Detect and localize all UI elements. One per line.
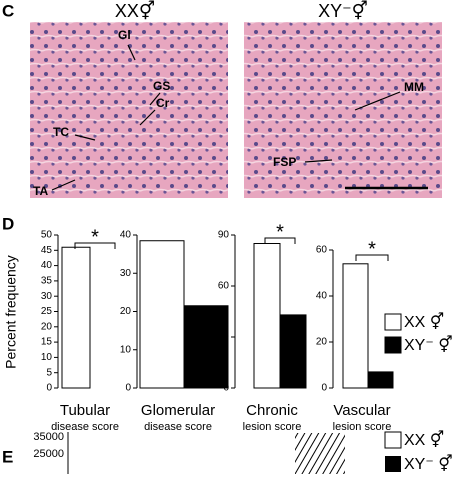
histology-image	[30, 22, 228, 198]
panel-label: C	[2, 1, 14, 20]
pointers	[51, 44, 401, 191]
y-tick-label: 0	[223, 383, 229, 394]
significance-bracket	[264, 237, 296, 244]
y-tick-label: 0	[46, 383, 52, 394]
y-tick-label: 40	[41, 260, 53, 271]
legend-label: XX ⚥	[404, 312, 444, 331]
y-tick-label: 25	[41, 306, 53, 317]
y-tick-label: 25000	[33, 448, 64, 460]
legend-label: XX ⚥	[404, 430, 444, 449]
x-axis-label: Tubular	[60, 402, 110, 419]
x-axis-label: Vascular	[333, 402, 390, 419]
y-tick-label: 50	[41, 230, 53, 241]
annotation: *	[91, 226, 99, 248]
y-tick-label: 0	[125, 383, 131, 394]
y-tick-label: 20	[316, 337, 328, 348]
bar	[367, 371, 394, 389]
image-title: XX⚥	[115, 0, 155, 21]
x-axis-sublabel: disease score	[51, 421, 119, 433]
image-label: Gl	[118, 28, 131, 42]
significance-bracket	[74, 242, 116, 249]
bar	[139, 240, 185, 389]
image-label: FSP	[273, 155, 296, 169]
bar	[342, 263, 369, 389]
legend-label: XY⁻ ⚥	[404, 335, 453, 354]
y-tick-label: 5	[46, 367, 52, 378]
image-label: TA	[33, 184, 48, 198]
y-tick-label: 15	[41, 337, 53, 348]
y-tick-label: 10	[120, 344, 132, 355]
y-tick-label: 0	[321, 383, 327, 394]
legend-swatch	[385, 456, 401, 472]
image-title: XY⁻⚥	[318, 0, 368, 21]
y-axis-label: Percent frequency	[3, 255, 19, 369]
bar	[253, 243, 281, 389]
legend-label: XY⁻ ⚥	[404, 454, 453, 473]
histology-image	[244, 22, 442, 198]
y-tick-label: 40	[316, 291, 328, 302]
bar	[295, 433, 345, 478]
significance-bracket	[355, 254, 389, 261]
x-axis-sublabel: disease score	[144, 421, 212, 433]
y-tick-label: 35000	[33, 431, 64, 443]
y-tick-label: 30	[218, 332, 230, 343]
x-axis-label: Glomerular	[141, 402, 215, 419]
y-tick-label: 90	[218, 230, 230, 241]
y-tick-label: 20	[120, 306, 132, 317]
panel-label: D	[2, 214, 14, 233]
legend-swatch	[384, 431, 402, 449]
y-tick-label: 40	[120, 230, 132, 241]
y-tick-label: 60	[218, 281, 230, 292]
legend-swatch	[384, 313, 402, 331]
annotation: *	[368, 238, 376, 260]
y-tick-label: 35	[41, 276, 53, 287]
image-label: MM	[404, 80, 424, 94]
x-axis-label: Chronic	[246, 402, 298, 419]
legend-swatch	[384, 336, 402, 354]
image-label: Cr	[156, 96, 170, 110]
bar	[61, 246, 91, 389]
y-tick-label: 30	[41, 291, 53, 302]
bar	[279, 314, 307, 389]
y-tick-label: 10	[41, 352, 53, 363]
bar	[183, 305, 229, 389]
image-label: TC	[53, 125, 69, 139]
y-tick-label: 20	[41, 321, 53, 332]
y-tick-label: 60	[316, 245, 328, 256]
y-tick-label: 30	[120, 268, 132, 279]
y-tick-label: 45	[41, 245, 53, 256]
x-axis-sublabel: lesion score	[333, 421, 392, 433]
panel-label: E	[2, 447, 13, 466]
annotation: *	[276, 221, 284, 243]
x-axis-sublabel: lesion score	[243, 421, 302, 433]
image-label: GS	[153, 79, 170, 93]
